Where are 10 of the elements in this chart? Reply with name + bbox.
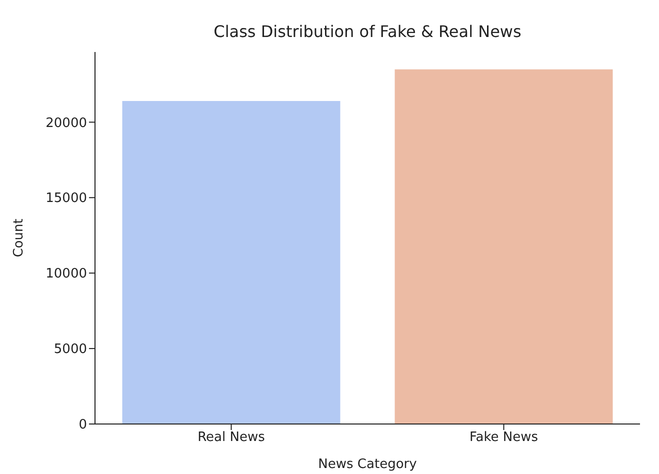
y-tick-label: 5000: [54, 342, 87, 358]
y-tick-label: 15000: [46, 191, 87, 206]
y-tick-label: 20000: [46, 116, 87, 131]
x-tick-label: Fake News: [469, 430, 538, 446]
y-axis-title: Count: [12, 218, 27, 258]
chart-title: Class Distribution of Fake & Real News: [212, 22, 522, 41]
x-tick-label: Real News: [198, 430, 266, 446]
y-tick-label: 0: [78, 418, 87, 433]
y-tick-label: 10000: [46, 266, 87, 282]
x-axis-title: News Category: [318, 457, 418, 472]
